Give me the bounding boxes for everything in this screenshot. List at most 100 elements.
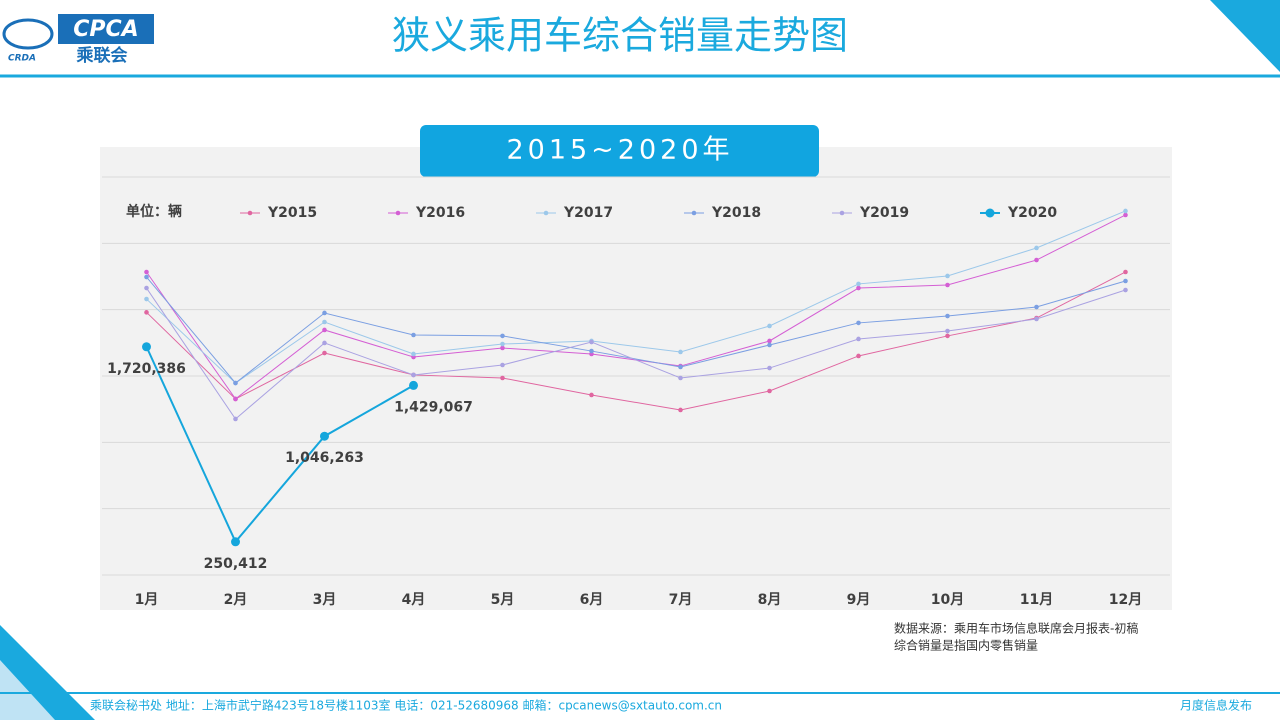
data-point xyxy=(322,327,327,333)
x-tick-label: 11月 xyxy=(1020,592,1053,608)
x-tick-label: 2月 xyxy=(224,592,248,608)
subtitle-banner xyxy=(420,125,819,177)
logo-small: CRDA xyxy=(8,54,36,64)
note: 数据来源：乘用车市场信息联席会月报表-初稿 xyxy=(894,621,1138,636)
data-point xyxy=(233,416,238,422)
data-point xyxy=(500,375,505,381)
x-tick-label: 7月 xyxy=(669,592,693,608)
data-point xyxy=(322,310,327,316)
legend-marker xyxy=(691,210,697,216)
data-point xyxy=(856,320,861,326)
data-point xyxy=(767,323,772,329)
legend-marker xyxy=(395,210,401,216)
data-point xyxy=(411,351,416,357)
data-point xyxy=(678,364,683,370)
data-point xyxy=(945,313,950,319)
data-point xyxy=(142,342,151,352)
legend-marker xyxy=(985,208,995,218)
footer-right: 月度信息发布 xyxy=(1180,698,1252,713)
data-point xyxy=(144,274,149,280)
data-point xyxy=(500,362,505,368)
data-point xyxy=(856,281,861,287)
data-point xyxy=(500,345,505,351)
legend-label: Y2019 xyxy=(859,205,909,221)
series-line xyxy=(145,346,414,544)
data-point xyxy=(1123,278,1128,284)
data-point xyxy=(945,282,950,288)
data-point xyxy=(144,310,149,315)
x-tick-label: 10月 xyxy=(931,592,964,608)
series-line xyxy=(146,276,1126,384)
data-point xyxy=(678,407,683,413)
unit-label: 单位：辆 xyxy=(126,203,182,220)
data-point xyxy=(945,273,950,279)
legend-label: Y2017 xyxy=(563,205,613,221)
data-point xyxy=(1034,316,1039,322)
legend-label: Y2016 xyxy=(415,205,465,221)
data-label: 250,412 xyxy=(204,556,268,572)
legend-marker xyxy=(247,210,253,216)
data-point xyxy=(1034,304,1039,310)
legend-label: Y2015 xyxy=(267,205,317,221)
logo-main: CPCA xyxy=(73,17,138,42)
x-tick-label: 1月 xyxy=(135,592,159,608)
data-point xyxy=(144,296,149,302)
data-point xyxy=(322,350,327,356)
legend-label: Y2020 xyxy=(1007,205,1057,221)
data-point xyxy=(322,319,327,325)
data-label: 1,720,386 xyxy=(107,361,186,377)
x-tick-label: 3月 xyxy=(313,592,337,608)
data-point xyxy=(231,537,240,547)
data-point xyxy=(856,285,861,291)
data-point xyxy=(1123,269,1128,275)
corner-decoration xyxy=(0,660,55,720)
chart: 1月 2月 3月 4月 5月 6月 7月 8月 9月 10月 11月 12月 单位：辆 Y2015 Y201… xyxy=(102,176,1170,608)
data-point xyxy=(233,380,238,386)
data-point xyxy=(144,269,149,275)
data-point xyxy=(767,342,772,348)
data-point xyxy=(322,340,327,346)
legend-marker xyxy=(543,210,549,216)
data-point xyxy=(856,336,861,342)
x-tick-label: 9月 xyxy=(847,592,871,608)
data-point xyxy=(767,365,772,371)
corner-decoration xyxy=(1210,0,1280,72)
data-point xyxy=(1123,208,1128,214)
data-point xyxy=(678,375,683,381)
data-point xyxy=(589,392,594,398)
data-point xyxy=(589,339,594,345)
data-point xyxy=(767,388,772,394)
logo-sub: 乘联会 xyxy=(76,45,128,66)
data-point xyxy=(1034,257,1039,263)
series-line xyxy=(146,210,1126,384)
data-label: 1,046,263 xyxy=(285,450,364,466)
slide-title: 狭义乘用车综合销量走势图 xyxy=(392,14,848,58)
subtitle: 2015~2020年 xyxy=(506,135,733,166)
data-point xyxy=(589,348,594,354)
data-point xyxy=(411,332,416,338)
data-point xyxy=(411,372,416,378)
data-point xyxy=(856,353,861,359)
data-point xyxy=(1123,287,1128,293)
legend-label: Y2018 xyxy=(711,205,761,221)
data-point xyxy=(678,349,683,355)
data-label: 1,429,067 xyxy=(394,399,473,415)
data-point xyxy=(500,341,505,347)
footer-left: 乘联会秘书处 地址：上海市武宁路423号18号楼1103室 电话：021-526… xyxy=(90,698,722,713)
data-point xyxy=(409,380,418,390)
series-line xyxy=(146,287,1126,420)
data-point xyxy=(233,396,238,402)
x-tick-label: 5月 xyxy=(491,592,515,608)
data-point xyxy=(767,338,772,344)
logo-box xyxy=(58,14,154,44)
x-tick-label: 8月 xyxy=(758,592,782,608)
x-tick-label: 6月 xyxy=(580,592,604,608)
data-point xyxy=(320,431,329,441)
data-point xyxy=(1034,245,1039,251)
data-point xyxy=(945,333,950,339)
x-tick-label: 12月 xyxy=(1109,592,1142,608)
data-point xyxy=(500,333,505,339)
plot-area xyxy=(100,147,1172,610)
note: 综合销量是指国内零售销量 xyxy=(894,638,1038,653)
x-tick-label: 4月 xyxy=(402,592,426,608)
